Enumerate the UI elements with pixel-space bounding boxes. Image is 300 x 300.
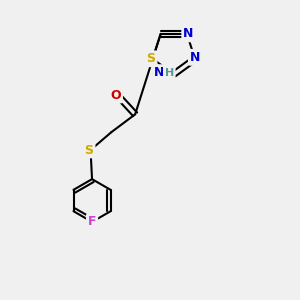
Text: H: H <box>165 68 174 78</box>
Text: S: S <box>147 52 156 65</box>
Text: N: N <box>190 51 200 64</box>
Text: N: N <box>154 66 164 79</box>
Text: S: S <box>85 143 94 157</box>
Text: O: O <box>110 88 121 101</box>
Text: F: F <box>88 215 96 228</box>
Text: N: N <box>183 27 194 40</box>
